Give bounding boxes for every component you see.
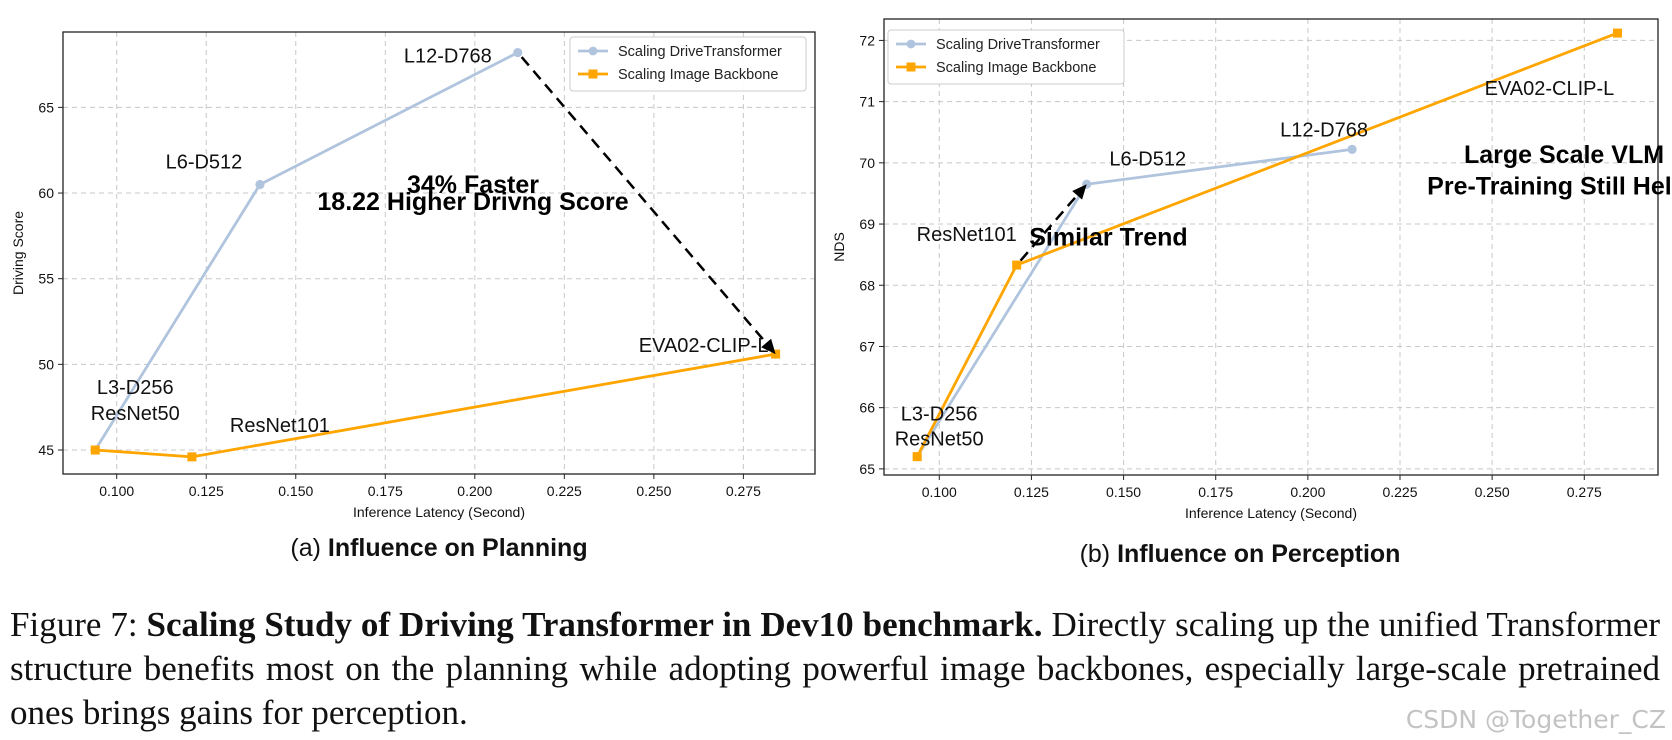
c1-point-label-3: L12-D768 (404, 46, 492, 68)
c1-point-label-1: ResNet50 (91, 403, 180, 425)
c2-y-tick-label-6: 71 (859, 94, 875, 110)
c2-y-tick-label-0: 65 (859, 461, 875, 477)
c1-legend-marker-1 (588, 69, 598, 79)
c1-x-tick-label-0: 0.100 (99, 483, 134, 499)
c1-series-0-point-2 (513, 47, 523, 58)
c1-trend-arrow-head (761, 338, 776, 355)
c2-point-label-4: ResNet101 (917, 224, 1017, 246)
c2-x-axis-label: Inference Latency (Second) (1185, 505, 1357, 521)
c2-trend-arrow-head (1072, 184, 1087, 200)
c2-subcaption-title: Influence on Perception (1117, 540, 1400, 568)
watermark: CSDN @Together_CZ (1405, 705, 1666, 734)
c1-point-label-0: L3-D256 (97, 377, 174, 399)
c2-y-tick-label-3: 68 (859, 277, 875, 293)
c2-legend-marker-0 (906, 39, 916, 49)
c1-legend-label-1: Scaling Image Backbone (618, 67, 778, 83)
c2-annotation-0: Similar Trend (1029, 223, 1187, 251)
c1-y-tick-label-4: 65 (38, 99, 54, 115)
c1-point-label-4: ResNet101 (230, 415, 330, 437)
c2-point-label-5: EVA02-CLIP-L (1485, 78, 1615, 100)
c2-subcaption-prefix: (b) (1080, 540, 1118, 568)
c1-series-0-point-1 (255, 179, 265, 190)
c1-annotation-0: 34% Faster (407, 171, 539, 199)
c1-annotation-1: 18.22 Higher Drivng Score (317, 188, 628, 216)
c1-series-1-point-0 (90, 445, 100, 455)
c1-y-tick-label-2: 55 (38, 271, 54, 287)
c2-y-tick-label-5: 70 (859, 155, 875, 171)
c2-trend-arrow-line (1019, 190, 1082, 262)
c2-legend-box (887, 29, 1125, 85)
c2-point-label-0: L3-D256 (901, 404, 978, 426)
c1-x-tick-label-7: 0.275 (726, 483, 761, 499)
c2-y-tick-label-7: 72 (859, 32, 875, 48)
c2-point-label-3: L12-D768 (1280, 119, 1368, 141)
c2-point-label-1: ResNet50 (895, 429, 984, 451)
c2-x-tick-label-3: 0.175 (1198, 484, 1233, 500)
c1-subcaption: (a) Influence on Planning (290, 534, 587, 562)
c2-x-tick-label-2: 0.150 (1106, 484, 1141, 500)
c1-x-tick-label-4: 0.200 (457, 483, 492, 499)
c2-x-tick-label-7: 0.275 (1567, 484, 1602, 500)
c1-legend-box (569, 36, 807, 92)
c2-x-tick-label-4: 0.200 (1290, 484, 1325, 500)
c1-point-label-2: L6-D512 (166, 151, 243, 173)
c1-y-tick-label-3: 60 (38, 185, 54, 201)
c2-x-tick-label-0: 0.100 (922, 484, 957, 500)
c1-subcaption-prefix: (a) (290, 534, 328, 562)
c1-series-line-1 (95, 352, 776, 459)
c1-series-1-point-1 (187, 452, 197, 462)
c1-plot-frame (62, 31, 816, 475)
c1-legend-label-0: Scaling DriveTransformer (618, 44, 782, 60)
c2-x-tick-label-5: 0.225 (1382, 484, 1417, 500)
c1-x-tick-label-1: 0.125 (189, 483, 224, 499)
c2-series-0-point-2 (1347, 144, 1357, 154)
c2-series-1-point-2 (1612, 28, 1622, 38)
figure-caption: Figure 7: Scaling Study of Driving Trans… (10, 603, 1660, 735)
c2-x-tick-label-1: 0.125 (1014, 484, 1049, 500)
c2-y-tick-label-2: 67 (859, 338, 875, 354)
c2-series-line-0 (915, 147, 1353, 458)
c2-y-tick-label-4: 69 (859, 216, 875, 232)
caption-text: Directly scaling up the unified Transfor… (10, 605, 1661, 732)
c1-subcaption-title: Influence on Planning (328, 534, 588, 562)
c1-x-tick-label-3: 0.175 (368, 483, 403, 499)
c2-legend-label-0: Scaling DriveTransformer (936, 37, 1100, 53)
c2-annotation-2: Pre-Training Still Helps (1427, 173, 1672, 201)
c1-x-tick-label-5: 0.225 (547, 483, 582, 499)
c2-annotation-1: Large Scale VLM (1464, 141, 1664, 169)
c2-series-1-point-1 (1012, 260, 1022, 270)
c1-y-axis-label: Driving Score (10, 211, 26, 295)
c1-point-label-5: EVA02-CLIP-L (639, 335, 769, 357)
c2-legend-marker-1 (906, 62, 916, 72)
c1-x-axis-label: Inference Latency (Second) (353, 504, 525, 520)
c2-y-axis-label: NDS (831, 232, 847, 262)
c1-x-tick-label-6: 0.250 (636, 483, 671, 499)
c2-y-tick-label-1: 66 (859, 400, 875, 416)
c2-subcaption: (b) Influence on Perception (1080, 540, 1401, 568)
c1-legend-marker-0 (588, 46, 598, 56)
figure-charts: 0.100 0.125 0.150 0.175 0.200 0.225 0.250 0.275… (10, 18, 1672, 568)
c2-series-1-point-0 (912, 452, 922, 462)
c2-point-label-2: L6-D512 (1109, 148, 1186, 170)
c1-y-tick-label-1: 50 (38, 356, 54, 372)
c1-trend-arrow-line (520, 56, 771, 349)
c2-x-tick-label-6: 0.250 (1475, 484, 1510, 500)
caption-label: Figure 7: (10, 605, 138, 644)
c1-y-tick-label-0: 45 (38, 442, 54, 458)
caption-bold: Scaling Study of Driving Transformer in … (146, 605, 1043, 644)
c1-x-tick-label-2: 0.150 (278, 483, 313, 499)
c2-plot-frame (883, 18, 1659, 476)
c2-legend-label-1: Scaling Image Backbone (936, 60, 1096, 76)
